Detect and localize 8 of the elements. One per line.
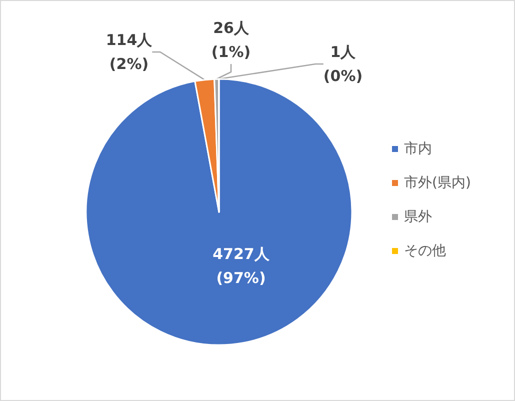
legend-label: 県外 xyxy=(404,209,432,225)
data-label: 1人 (0%) xyxy=(323,43,363,85)
legend-label: 市内 xyxy=(404,141,432,157)
data-label: 4727人 (97%) xyxy=(212,245,270,287)
data-label: 114人 (2%) xyxy=(106,31,154,73)
data-label: 26人 (1%) xyxy=(211,19,251,61)
legend-label: 市外(県内) xyxy=(404,175,471,191)
legend-label: その他 xyxy=(404,243,446,259)
